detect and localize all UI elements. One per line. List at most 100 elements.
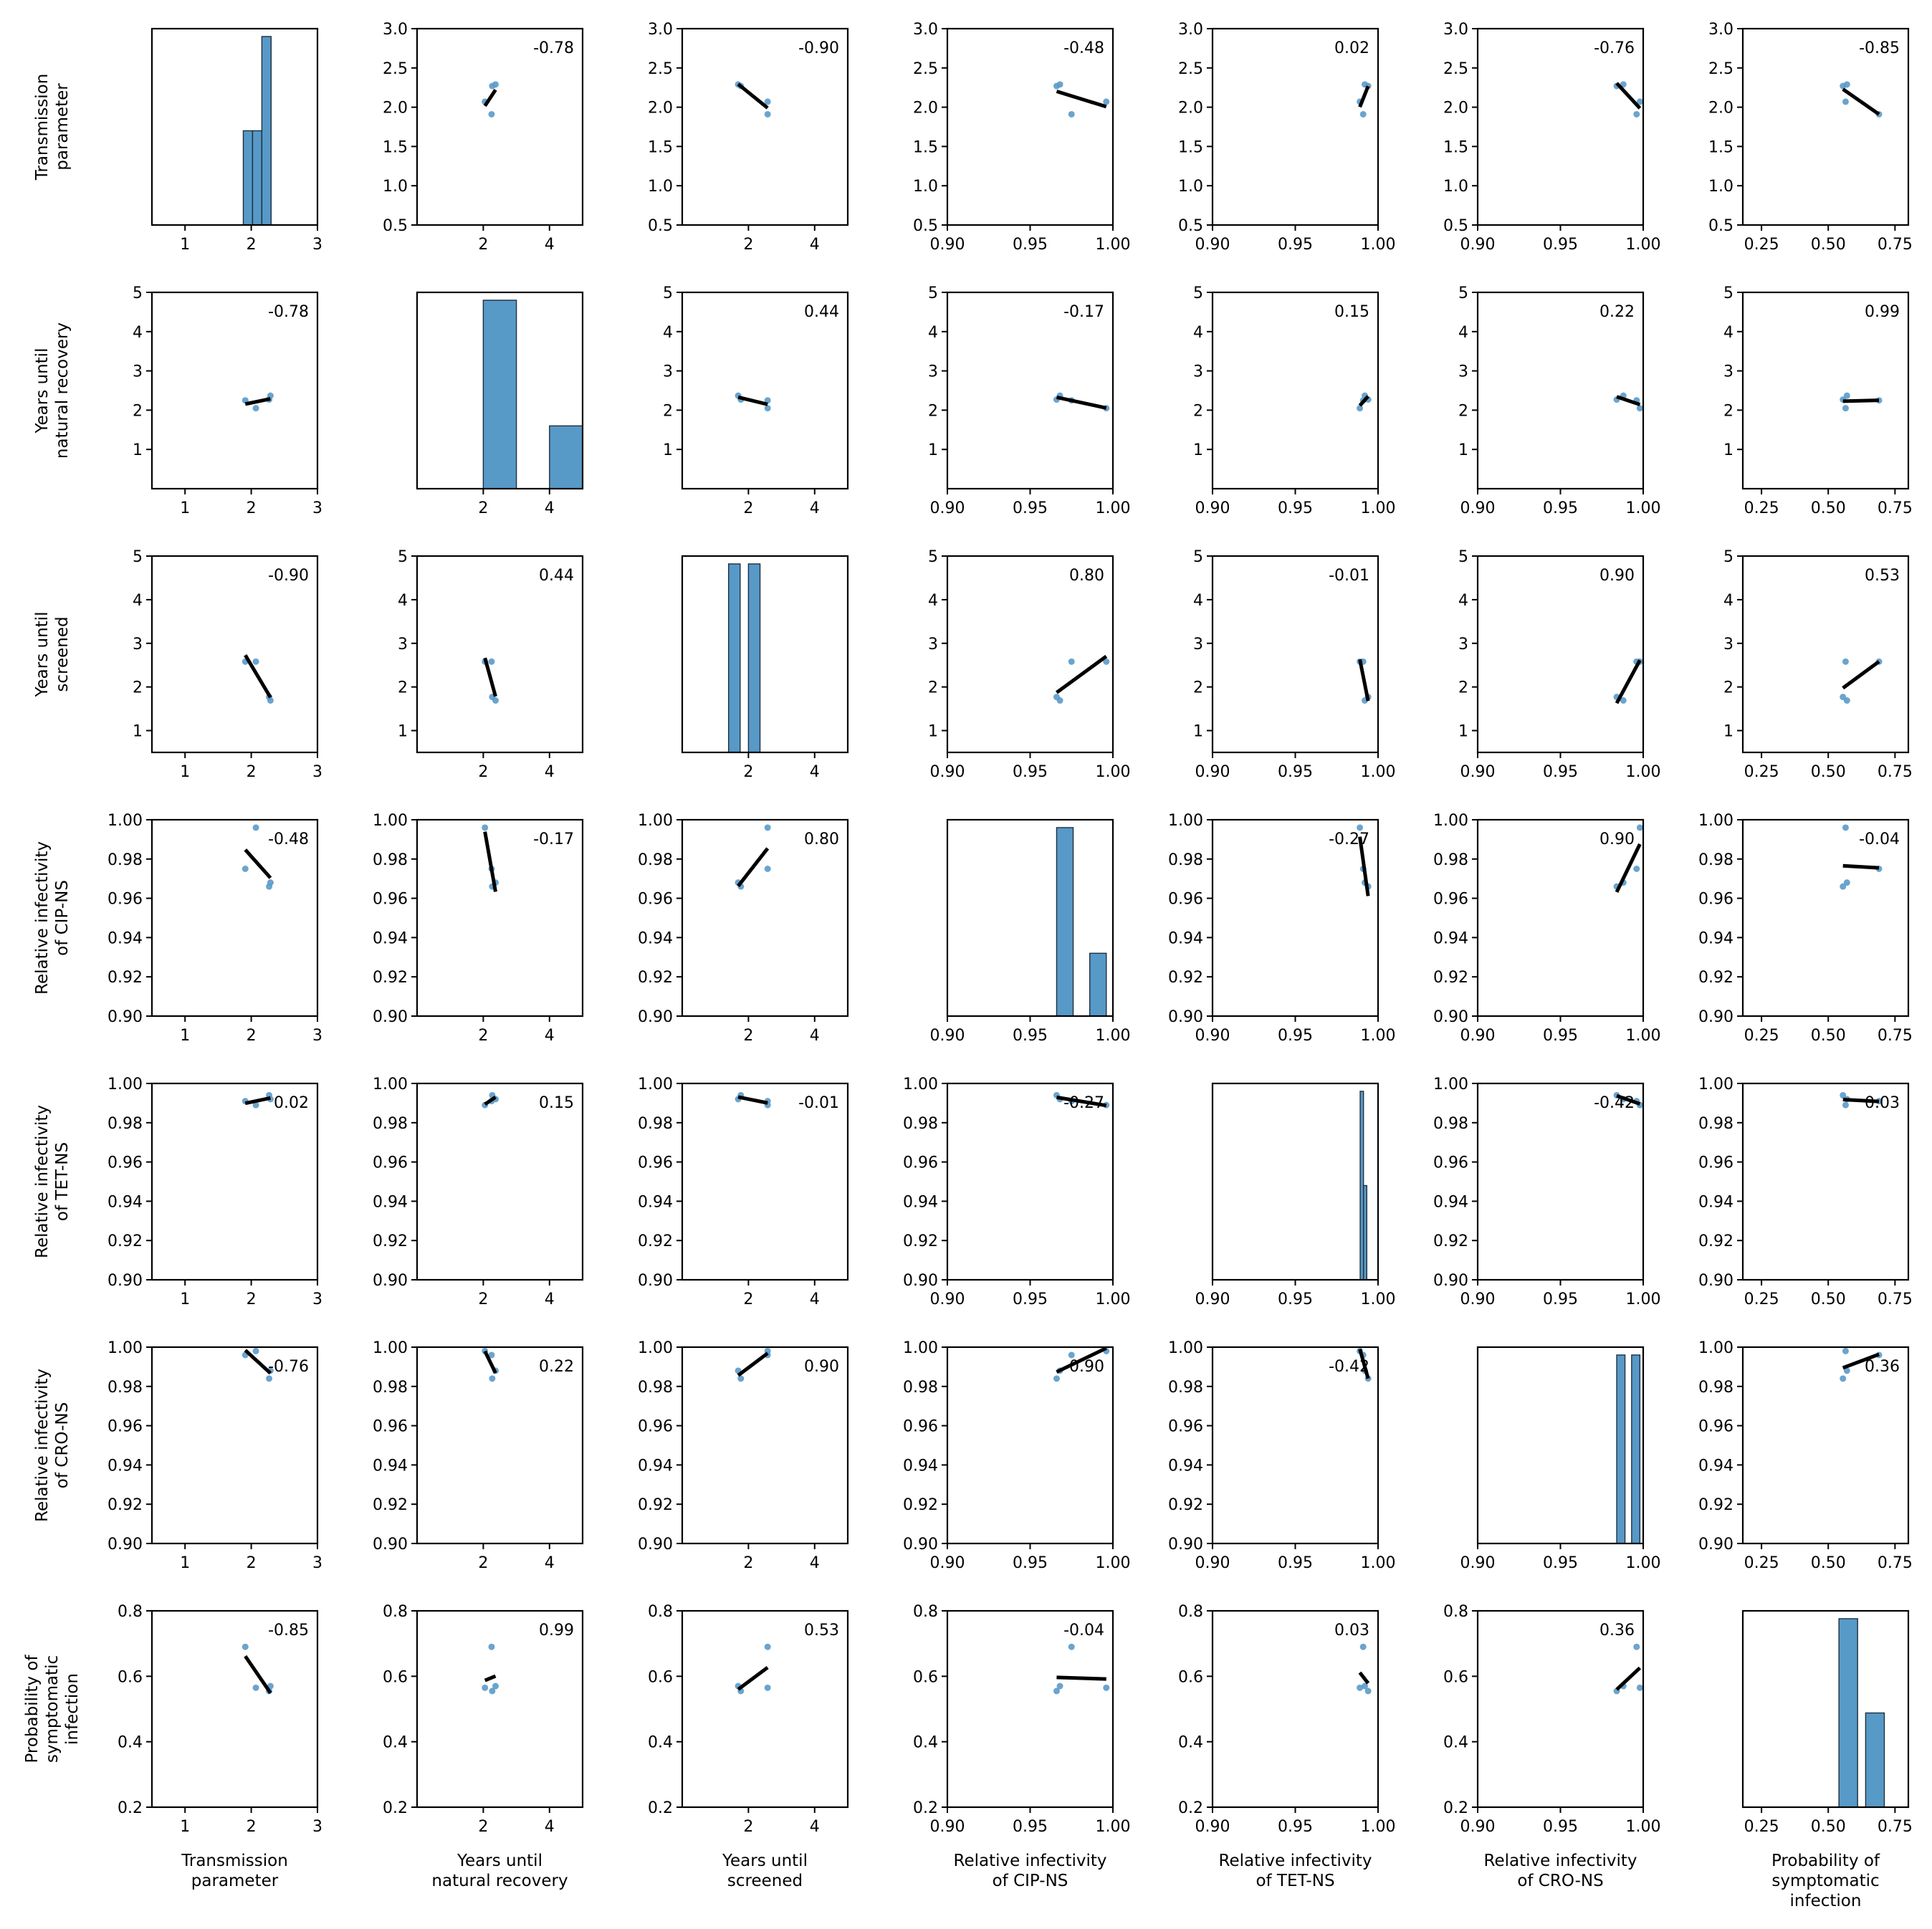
scatter-point	[1068, 110, 1075, 118]
y-tick-label: 0.90	[107, 1008, 143, 1026]
regression-line	[244, 1655, 272, 1694]
scatter-point	[482, 1684, 489, 1691]
y-tick-label: 0.6	[1178, 1668, 1203, 1686]
panel-0-4: 0.02 0.90 0.95 1.00 0.5 1.0 1.5 2.0 2.5 3.0	[1178, 21, 1395, 254]
correlation-label: 0.44	[804, 303, 839, 321]
x-tick-label: 0.90	[1460, 236, 1496, 254]
panel-4-6: 0.03 0.25 0.50 0.75 0.90 0.92 0.94 0.96 0.98 1.00	[1698, 1076, 1913, 1308]
y-tick-label: 3.0	[1708, 21, 1733, 39]
scatter-point	[764, 866, 771, 872]
plot-area	[1613, 1643, 1643, 1695]
y-tick-label: 2	[1458, 402, 1468, 420]
plot-area	[735, 81, 771, 118]
panel-4-0: 0.02 1 2 3 0.90 0.92 0.94 0.96 0.98 1.00	[107, 1076, 322, 1308]
regression-line	[1358, 395, 1369, 407]
panel-3-6: -0.04 0.25 0.50 0.75 0.90 0.92 0.94 0.96 0.98 1.0…	[1698, 812, 1913, 1045]
x-tick-label: 2	[247, 1027, 257, 1045]
regression-line	[483, 657, 497, 697]
scatter-point	[1056, 1683, 1063, 1690]
y-tick-label: 0.90	[107, 1272, 143, 1290]
y-tick-label: 1	[1193, 723, 1203, 741]
x-tick-label: 4	[810, 1027, 820, 1045]
scatter-point	[764, 397, 771, 404]
y-tick-label: 2	[1723, 679, 1733, 697]
x-tick-label: 0.50	[1811, 236, 1846, 254]
y-tick-label: 0.90	[903, 1272, 938, 1290]
x-tick-label: 1.00	[1361, 763, 1396, 781]
y-tick-label: 5	[928, 284, 938, 302]
x-tick-label: 0.90	[1460, 1554, 1496, 1572]
plot-area	[1053, 654, 1110, 704]
regression-line	[483, 1350, 497, 1374]
scatter-point	[488, 110, 495, 118]
y-tick-label: 1.00	[1698, 1339, 1733, 1357]
panel-frame	[946, 555, 1114, 754]
y-tick-label: 0.96	[373, 891, 408, 909]
y-tick-label: 0.92	[903, 1232, 938, 1250]
plot-area	[482, 824, 499, 892]
y-tick-label: 4	[1458, 592, 1468, 610]
panel-3-4: -0.27 0.90 0.95 1.00 0.90 0.92 0.94 0.96 0.98 1.0…	[1168, 812, 1395, 1045]
y-tick-label: 0.92	[107, 1496, 143, 1514]
panel-frame	[1741, 27, 1910, 226]
y-tick-label: 0.94	[107, 1457, 143, 1475]
panel-4-3: -0.27 0.90 0.95 1.00 0.90 0.92 0.94 0.96 0.98 1.0…	[903, 1076, 1130, 1308]
y-tick-label: 0.98	[107, 851, 143, 869]
y-tick-label: 0.92	[1698, 1232, 1733, 1250]
y-tick-label: 1.00	[1698, 1076, 1733, 1093]
y-tick-label: 0.92	[1698, 969, 1733, 987]
plot-area	[1613, 824, 1643, 894]
x-tick-label: 0.90	[1460, 1818, 1496, 1836]
panel-frame	[946, 1082, 1114, 1281]
y-tick-label: 3.0	[648, 21, 673, 39]
correlation-label: -0.48	[1063, 39, 1104, 57]
y-axis-label: natural recovery	[53, 322, 72, 459]
x-tick-label: 2	[478, 1818, 488, 1836]
x-tick-label: 2	[247, 236, 257, 254]
y-tick-label: 2.5	[1708, 60, 1733, 78]
x-tick-label: 1.00	[1626, 236, 1661, 254]
panel-frame	[1476, 27, 1645, 226]
x-tick-label: 0.95	[1278, 1554, 1313, 1572]
y-tick-label: 1.5	[1443, 138, 1468, 156]
x-tick-label: 4	[545, 236, 555, 254]
panel-3-5: 0.900.90 0.95 1.000.900.920.940.960.981.00	[1433, 812, 1660, 1045]
y-tick-label: 0.96	[107, 1154, 143, 1172]
panel-frame	[150, 1346, 319, 1545]
y-tick-label: 0.4	[118, 1734, 143, 1752]
x-tick-label: 0.50	[1811, 1818, 1846, 1836]
regression-line	[1615, 82, 1642, 110]
scatter-point	[1842, 824, 1849, 831]
panel-4-2: -0.01 2 4 0.90 0.92 0.94 0.96 0.98 1.00	[638, 1076, 849, 1308]
panel-5-1: 0.22 2 4 0.90 0.92 0.94 0.96 0.98 1.00	[373, 1339, 584, 1572]
panel-0-3: -0.48 0.90 0.95 1.00 0.5 1.0 1.5 2.0 2.5 3.0	[913, 21, 1130, 254]
y-tick-label: 0.98	[1698, 1115, 1733, 1133]
x-tick-label: 0.90	[1195, 499, 1230, 517]
y-tick-label: 0.98	[638, 1379, 673, 1397]
plot-area	[1359, 1091, 1367, 1280]
x-tick-label: 0.90	[1460, 1027, 1496, 1045]
panel-5-6: 0.36 0.25 0.50 0.75 0.90 0.92 0.94 0.96 0.98 1.00	[1698, 1339, 1913, 1572]
y-tick-label: 0.94	[373, 1193, 408, 1211]
x-tick-label: 3	[312, 1554, 322, 1572]
regression-line	[244, 654, 272, 699]
plot-area	[242, 824, 274, 890]
x-axis-label: Transmission	[181, 1852, 288, 1870]
panel-2-0: -0.90 1 2 3 1 2 3 4 5	[133, 548, 322, 781]
scatter-point	[1636, 98, 1643, 105]
y-tick-label: 1.00	[107, 1339, 143, 1357]
y-tick-label: 0.98	[373, 851, 408, 869]
x-tick-label: 4	[810, 763, 820, 781]
y-tick-label: 0.96	[107, 891, 143, 909]
histogram-bar	[747, 563, 761, 752]
y-tick-label: 2.5	[383, 60, 408, 78]
y-tick-label: 0.96	[903, 1154, 938, 1172]
plot-area	[1053, 1091, 1110, 1109]
x-tick-label: 0.95	[1543, 1818, 1578, 1836]
x-axis-label: of TET-NS	[1256, 1872, 1334, 1890]
y-tick-label: 2.0	[1443, 100, 1468, 118]
y-tick-label: 0.6	[383, 1668, 408, 1686]
x-tick-label: 0.90	[1195, 1027, 1230, 1045]
panel-4-5: -0.42 0.90 0.95 1.00 0.90 0.92 0.94 0.96 0.98 1.0…	[1433, 1076, 1660, 1308]
